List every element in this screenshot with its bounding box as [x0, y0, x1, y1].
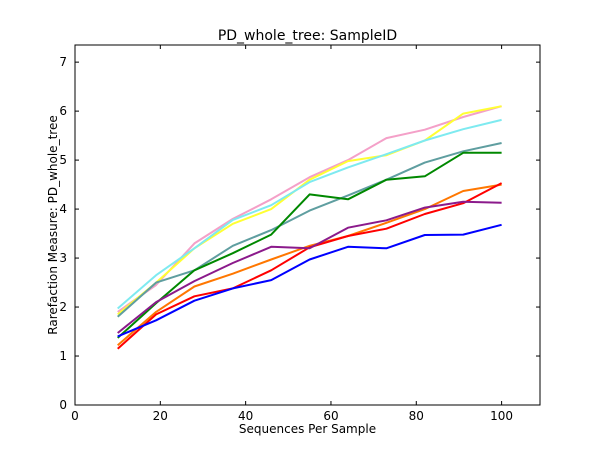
series-line-9: [117, 223, 502, 338]
series-line-2: [117, 105, 502, 316]
y-tick-label: 4: [59, 202, 67, 216]
series-line-5: [117, 151, 502, 339]
x-axis: 0 20 40 60 80 100: [71, 45, 513, 423]
y-tick-label: 2: [59, 300, 67, 314]
series-line-6: [117, 183, 502, 346]
y-tick-label: 0: [59, 398, 67, 412]
plot-area-frame: [74, 44, 541, 406]
x-tick-label: 0: [71, 409, 79, 423]
x-tick-label: 40: [238, 409, 253, 423]
series-line-8: [117, 200, 502, 334]
x-tick-label: 80: [409, 409, 424, 423]
x-tick-label: 60: [323, 409, 338, 423]
series-layer: [117, 105, 503, 350]
y-tick-label: 3: [59, 251, 67, 265]
y-tick-label: 7: [59, 55, 67, 69]
y-tick-label: 6: [59, 104, 67, 118]
x-tick-label: 20: [153, 409, 168, 423]
y-axis: 0 1 2 3 4 5 6 7: [59, 55, 540, 412]
y-axis-label: Rarefaction Measure: PD_whole_tree: [46, 115, 60, 334]
series-line-3: [117, 118, 502, 310]
x-axis-label: Sequences Per Sample: [239, 422, 376, 436]
x-tick-label: 100: [490, 409, 513, 423]
series-line-4: [117, 142, 502, 318]
chart-title: PD_whole_tree: SampleID: [218, 28, 397, 44]
y-tick-label: 5: [59, 153, 67, 167]
y-tick-label: 1: [59, 349, 67, 363]
